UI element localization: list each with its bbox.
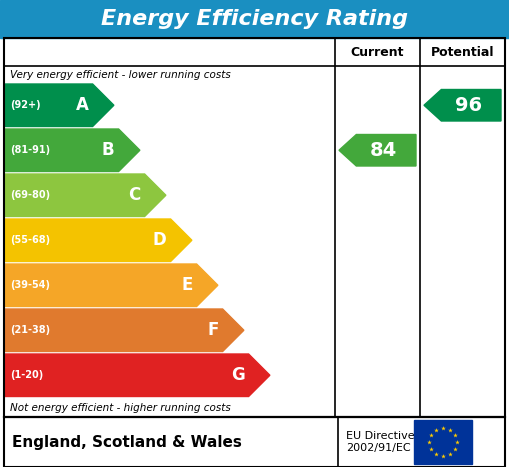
Polygon shape — [5, 129, 140, 171]
Text: (21-38): (21-38) — [10, 325, 50, 335]
Text: C: C — [128, 186, 140, 204]
Text: England, Scotland & Wales: England, Scotland & Wales — [12, 434, 242, 450]
Polygon shape — [424, 90, 501, 121]
Text: (1-20): (1-20) — [10, 370, 43, 380]
Text: G: G — [231, 366, 245, 384]
Text: (69-80): (69-80) — [10, 190, 50, 200]
Bar — [414, 420, 472, 464]
Text: Current: Current — [351, 45, 404, 58]
Text: Not energy efficient - higher running costs: Not energy efficient - higher running co… — [10, 403, 231, 413]
Text: (55-68): (55-68) — [10, 235, 50, 245]
Polygon shape — [5, 219, 192, 262]
Text: D: D — [153, 231, 166, 249]
Text: E: E — [181, 276, 192, 294]
Polygon shape — [5, 354, 270, 396]
Polygon shape — [5, 174, 166, 217]
Bar — [4, 417, 505, 467]
Text: Very energy efficient - lower running costs: Very energy efficient - lower running co… — [10, 70, 231, 80]
Polygon shape — [5, 264, 218, 306]
Text: (81-91): (81-91) — [10, 145, 50, 155]
Text: B: B — [102, 141, 115, 159]
Text: Potential: Potential — [431, 45, 494, 58]
Bar — [0, 0, 509, 38]
Polygon shape — [5, 84, 114, 127]
Text: F: F — [207, 321, 219, 339]
Text: A: A — [76, 96, 89, 114]
Text: Energy Efficiency Rating: Energy Efficiency Rating — [101, 9, 408, 29]
Text: (92+): (92+) — [10, 100, 41, 110]
Text: 2002/91/EC: 2002/91/EC — [346, 443, 411, 453]
Text: EU Directive: EU Directive — [346, 431, 415, 441]
Polygon shape — [5, 309, 244, 352]
Text: 84: 84 — [370, 141, 397, 160]
Bar — [4, 38, 505, 417]
Text: 96: 96 — [455, 96, 482, 115]
Text: (39-54): (39-54) — [10, 280, 50, 290]
Polygon shape — [339, 134, 416, 166]
